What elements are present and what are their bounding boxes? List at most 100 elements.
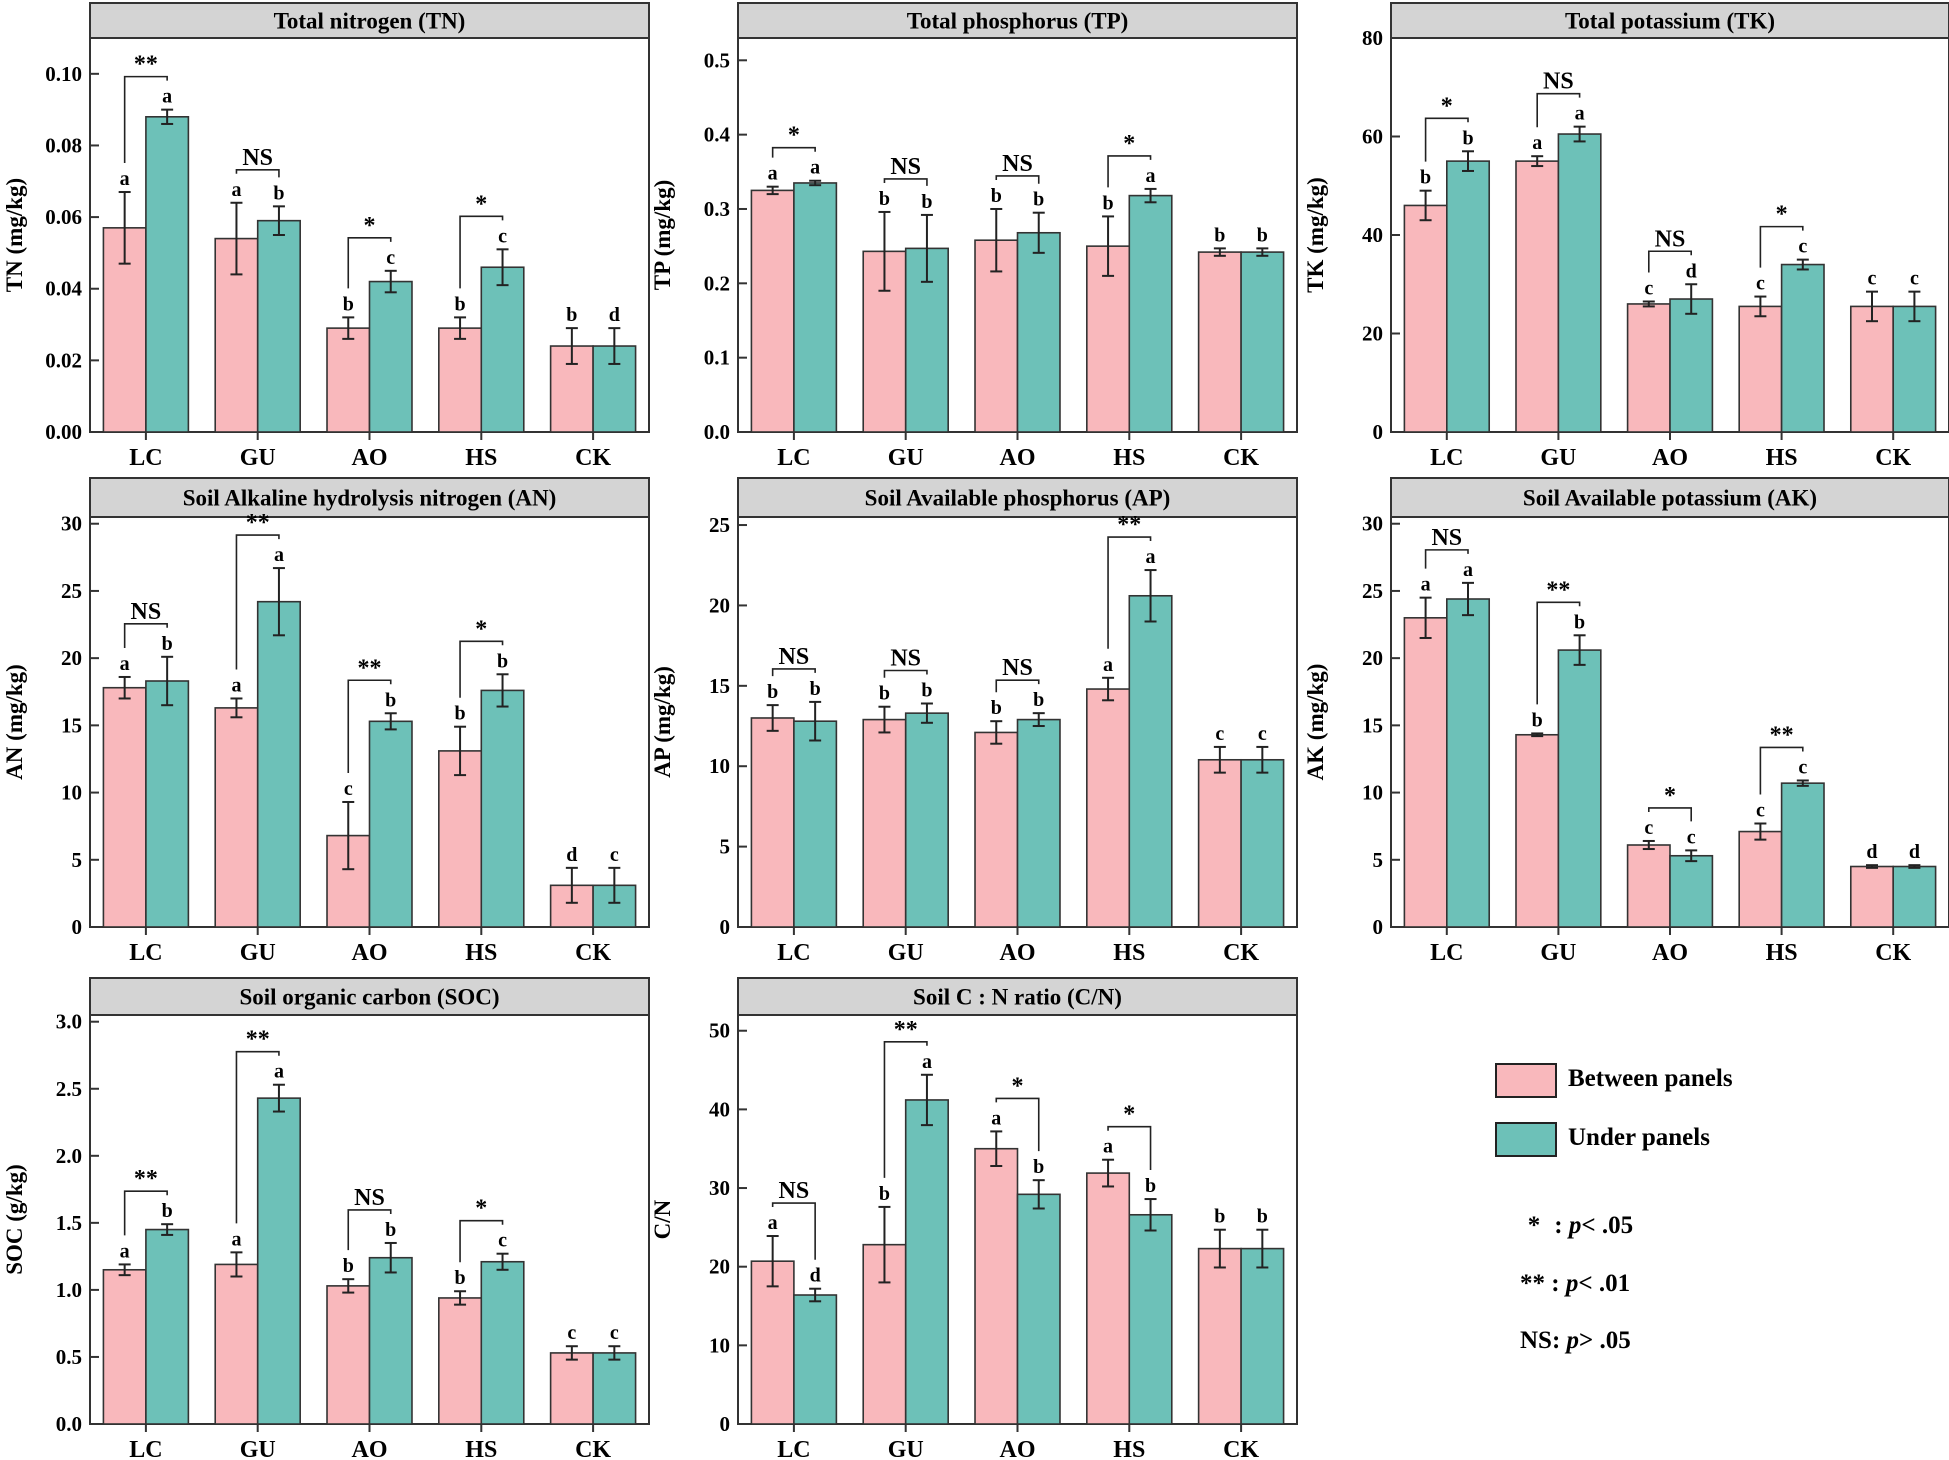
y-tick-label: 10 (709, 1333, 730, 1357)
significance-marker: * (1012, 1073, 1024, 1099)
x-tick-label: AO (1652, 940, 1688, 966)
significance-marker: NS (1002, 655, 1033, 681)
significance-bracket (883, 669, 928, 678)
x-tick-label: LC (129, 940, 162, 966)
significance-letter: c (610, 1322, 619, 1344)
chart-title: Soil Available potassium (AK) (1523, 486, 1817, 511)
bar (750, 189, 795, 433)
x-tick-label: CK (1223, 1437, 1259, 1460)
legend-label-between: Between panels (1568, 1065, 1733, 1092)
x-tick-label: LC (129, 1437, 162, 1460)
significance-letter: b (454, 703, 465, 725)
x-tick-label: HS (465, 1437, 497, 1460)
significance-letter: b (921, 680, 932, 702)
chart-panel-2: Total phosphorus (TP) 0.0 0.1 0.2 0.3 0.4 0.5 T… (650, 2, 1298, 471)
bar (1197, 758, 1242, 928)
y-tick-label: 0.06 (45, 205, 82, 229)
significance-letter: b (1102, 192, 1113, 214)
significance-letter: b (767, 681, 778, 703)
significance-marker: ** (894, 1017, 918, 1043)
x-tick-label: AO (352, 940, 388, 966)
y-tick-label: 20 (1362, 646, 1383, 670)
y-tick-label: 80 (1362, 26, 1383, 50)
y-tick-label: 0 (720, 915, 731, 939)
significance-bracket (347, 1209, 392, 1251)
chart-title: Soil Alkaline hydrolysis nitrogen (AN) (183, 486, 557, 511)
bar (793, 182, 838, 433)
significance-marker: ** (246, 510, 270, 536)
x-tick-label: GU (240, 1437, 276, 1460)
legend-note-p01: ** : p< .01 (1495, 1242, 1630, 1326)
significance-letter: c (498, 1230, 507, 1252)
bar (1557, 649, 1602, 928)
significance-letter: b (1257, 224, 1268, 246)
significance-bracket (995, 1097, 1040, 1152)
note-rel: > .05 (1579, 1327, 1631, 1354)
x-tick-label: GU (888, 445, 924, 471)
y-tick-label: 15 (709, 674, 730, 698)
note-p: p (1565, 1270, 1579, 1297)
chart-panel-1: Total nitrogen (TN) 0.00 0.02 0.04 0.06 0.08 0… (2, 2, 650, 471)
significance-marker: ** (1117, 512, 1141, 538)
bar (1738, 305, 1783, 433)
y-tick-label: 0.00 (45, 420, 82, 444)
legend-note-p05: * : p< .05 (1495, 1184, 1633, 1268)
chart-title: Soil Available phosphorus (AP) (865, 486, 1171, 511)
significance-marker: ** (134, 1166, 158, 1192)
significance-marker: NS (890, 154, 921, 180)
significance-letter: b (991, 697, 1002, 719)
legend: Between panels Under panels * : p< .05 *… (1492, 1056, 1912, 1356)
bar (1403, 204, 1448, 433)
significance-bracket (235, 168, 280, 178)
significance-marker: ** (1546, 577, 1570, 603)
note-sep: : (1551, 1327, 1567, 1354)
significance-letter: a (810, 157, 820, 179)
bar (1086, 688, 1131, 928)
y-tick-label: 15 (61, 713, 82, 737)
significance-letter: b (879, 1183, 890, 1205)
significance-letter: a (991, 1107, 1001, 1129)
x-tick-label: LC (1430, 940, 1463, 966)
bar (1557, 133, 1602, 433)
bar (1128, 194, 1173, 433)
x-tick-label: HS (1766, 940, 1798, 966)
y-tick-label: 25 (709, 513, 730, 537)
significance-letter: b (1033, 689, 1044, 711)
significance-bracket (1648, 807, 1692, 822)
y-tick-label: 0.0 (56, 1412, 82, 1436)
bar (1515, 733, 1560, 928)
y-tick-label: 3.0 (56, 1010, 82, 1034)
bar (1197, 251, 1242, 433)
bar (145, 116, 190, 433)
y-axis-label: C/N (650, 1199, 675, 1239)
significance-letter: a (162, 86, 172, 108)
significance-marker: * (788, 123, 800, 149)
chart-title-bar (1390, 477, 1949, 518)
significance-bracket (123, 623, 168, 648)
chart-title-bar (737, 2, 1298, 39)
significance-marker: * (1776, 202, 1788, 228)
y-tick-label: 30 (709, 1176, 730, 1200)
y-tick-label: 30 (1362, 512, 1383, 536)
bar (145, 680, 190, 928)
x-tick-label: GU (1540, 445, 1576, 471)
bar (592, 884, 637, 928)
x-tick-label: GU (1540, 940, 1576, 966)
significance-bracket (1107, 536, 1152, 649)
significance-letter: a (1146, 165, 1156, 187)
bar (256, 1097, 301, 1425)
significance-marker: NS (131, 599, 162, 625)
significance-marker: * (1123, 131, 1135, 157)
significance-letter: b (1532, 709, 1543, 731)
y-tick-label: 20 (1362, 322, 1383, 346)
significance-letter: b (1033, 189, 1044, 211)
chart-panel-6: Soil Available potassium (AK) 0 5 10 15 20 25 3… (1303, 477, 1949, 966)
bar (368, 280, 413, 433)
significance-letter: b (921, 191, 932, 213)
x-tick-label: HS (1113, 940, 1145, 966)
bar (480, 266, 525, 433)
y-tick-label: 50 (709, 1019, 730, 1043)
significance-letter: b (273, 182, 284, 204)
x-tick-label: HS (1113, 445, 1145, 471)
significance-marker: NS (890, 646, 921, 672)
